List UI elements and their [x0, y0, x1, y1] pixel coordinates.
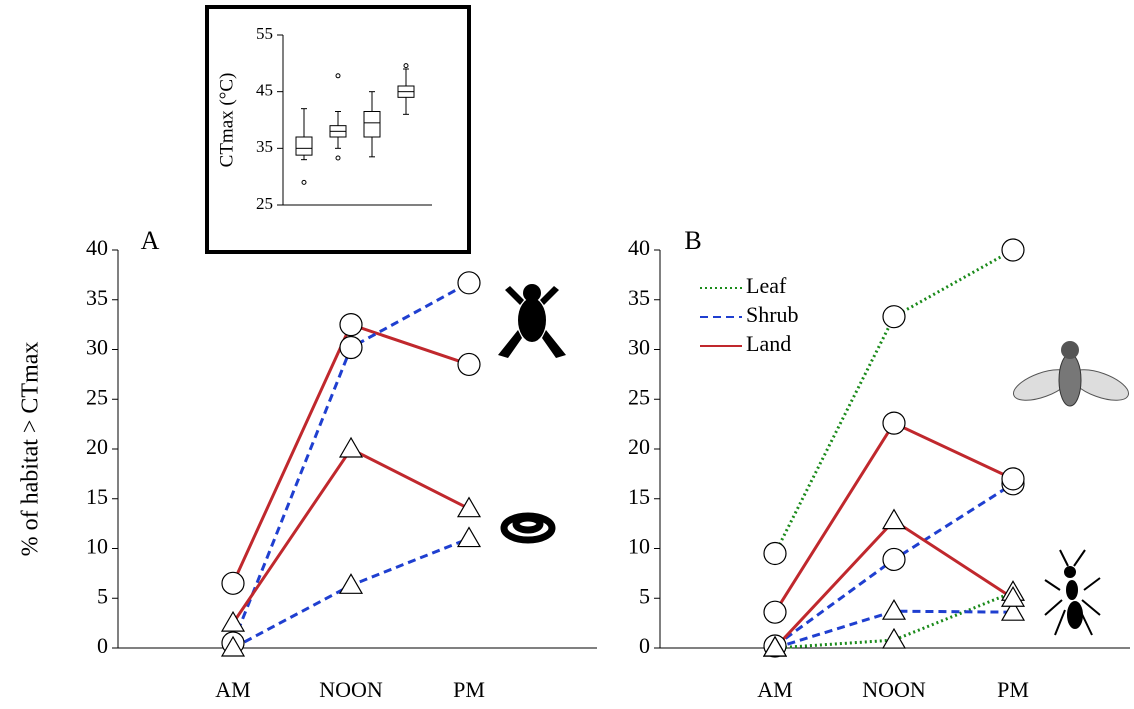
ant-icon [1044, 549, 1101, 636]
legend-label: Land [746, 331, 791, 356]
y-tick-label: 25 [256, 194, 273, 213]
box [295, 136, 313, 156]
triangle-marker [220, 635, 246, 657]
y-tick-label: 35 [628, 285, 650, 310]
circle-marker [457, 352, 481, 377]
legend-label: Leaf [746, 273, 787, 298]
series-line [231, 447, 470, 624]
y-tick-label: 35 [86, 285, 108, 310]
y-axis-label: CTmax (°C) [216, 73, 237, 168]
y-tick-label: 15 [628, 484, 650, 509]
box [363, 111, 381, 138]
y-tick-label: 0 [97, 633, 108, 658]
y-tick-label: 40 [628, 235, 650, 260]
triangle-marker [881, 598, 907, 620]
x-tick-label: NOON [319, 677, 383, 702]
y-tick-label: 0 [639, 633, 650, 658]
circle-marker [221, 571, 245, 595]
circle-marker [1001, 238, 1025, 262]
circle-marker [763, 600, 787, 624]
triangle-marker [1000, 586, 1026, 607]
panel-label: B [684, 226, 701, 255]
y-tick-label: 20 [628, 434, 650, 459]
y-tick-label: 30 [86, 335, 108, 360]
y-tick-label: 20 [86, 434, 108, 459]
y-tick-label: 5 [639, 583, 650, 608]
triangle-marker [338, 436, 364, 458]
triangle-marker [338, 573, 364, 594]
circle-marker [882, 547, 906, 572]
x-tick-label: AM [757, 677, 792, 702]
y-axis-label: % of habitat > CTmax [18, 342, 44, 557]
circle-marker [339, 335, 363, 360]
circle-marker [1001, 467, 1025, 491]
y-tick-label: 40 [86, 235, 108, 260]
outlier [403, 63, 409, 69]
outlier [335, 73, 341, 79]
circle-marker [339, 313, 363, 337]
y-tick-label: 25 [86, 384, 108, 409]
x-tick-label: NOON [862, 677, 926, 702]
triangle-marker [881, 508, 907, 530]
y-tick-label: 35 [256, 137, 273, 156]
circle-marker [457, 271, 481, 295]
x-tick-label: AM [215, 677, 250, 702]
x-tick-label: PM [997, 677, 1029, 702]
snake-icon [500, 512, 556, 544]
triangle-marker [762, 635, 788, 657]
triangle-marker [881, 627, 907, 649]
frog-icon [498, 284, 566, 358]
legend-label: Shrub [746, 302, 799, 327]
triangle-marker [456, 496, 482, 518]
outlier [335, 155, 341, 161]
circle-marker [763, 541, 787, 566]
y-tick-label: 45 [256, 81, 273, 100]
x-tick-label: PM [453, 677, 485, 702]
triangle-marker [1000, 599, 1026, 621]
y-tick-label: 10 [86, 534, 108, 559]
fly-icon [1013, 341, 1129, 407]
panel-label: A [141, 226, 160, 255]
circle-marker [882, 305, 906, 329]
y-tick-label: 15 [86, 484, 108, 509]
series-line [773, 248, 1014, 555]
y-tick-label: 10 [628, 534, 650, 559]
outlier [301, 179, 307, 185]
y-tick-label: 25 [628, 384, 650, 409]
y-tick-label: 30 [628, 335, 650, 360]
triangle-marker [456, 526, 482, 548]
y-tick-label: 5 [97, 583, 108, 608]
triangle-marker [220, 610, 246, 632]
y-tick-label: 55 [256, 24, 273, 43]
circle-marker [882, 411, 906, 435]
